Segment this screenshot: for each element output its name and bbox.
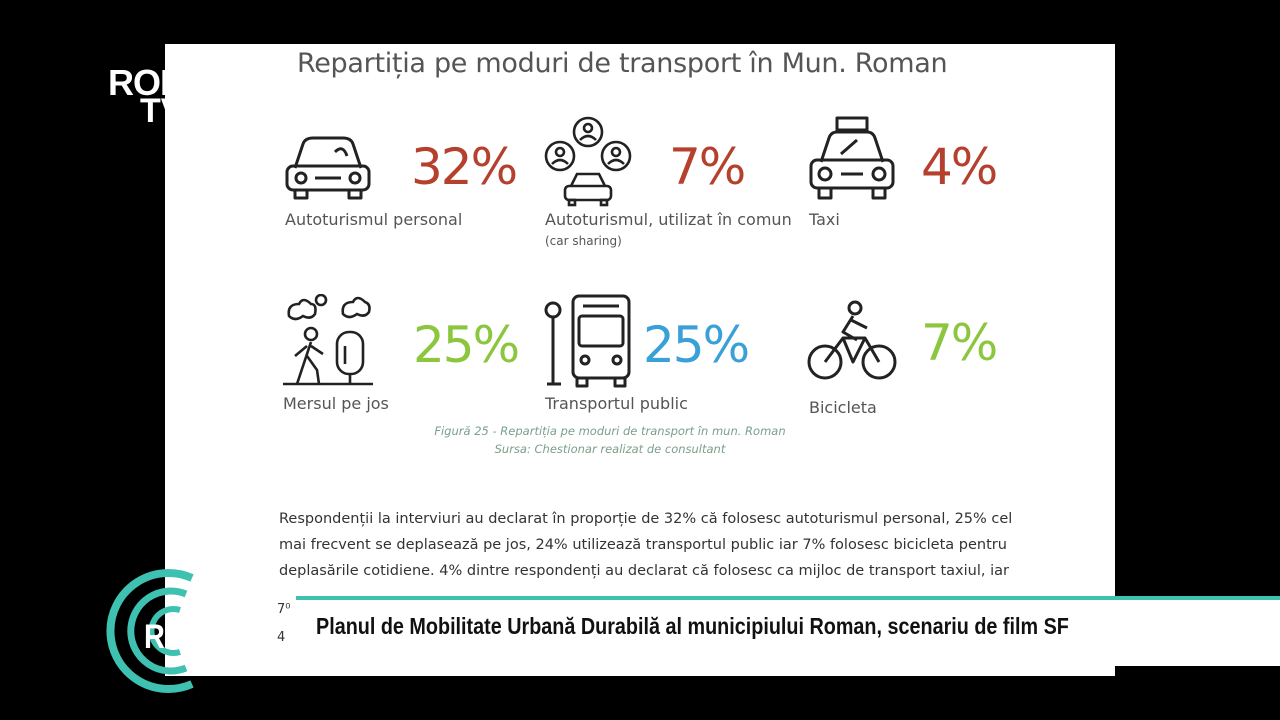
document-page: Repartiția pe moduri de transport în Mun… [165, 44, 1115, 676]
mode-label: Autoturismul personal [285, 210, 463, 229]
car-icon [283, 122, 373, 212]
mode-label: Mersul pe jos [283, 394, 389, 413]
document-title: Repartiția pe moduri de transport în Mun… [297, 48, 948, 79]
figure-source: Sursa: Chestionar realizat de consultant [494, 442, 726, 456]
bus-icon [543, 294, 633, 388]
mode-percent: 7% [921, 314, 998, 372]
paragraph-line: mai frecvent se deplasează pe jos, 24% u… [279, 537, 1007, 553]
bicycle-icon [807, 298, 897, 388]
taxi-icon [807, 114, 897, 206]
mode-percent: 32% [411, 138, 518, 196]
paragraph-line: deplasările cotidiene. 4% dintre respond… [279, 563, 1009, 579]
paragraph-fragment: 7⁰ [277, 602, 291, 617]
figure-caption: Figură 25 - Repartiția pe moduri de tran… [434, 424, 786, 438]
mode-percent: 25% [643, 316, 750, 374]
radar-tv-logo: RADAR TV [82, 566, 262, 696]
mode-label: Autoturismul, utilizat în comun [545, 210, 792, 229]
mode-percent: 4% [921, 138, 998, 196]
news-ticker-bar: Planul de Mobilitate Urbană Durabilă al … [296, 596, 1280, 666]
body-paragraph: Respondenții la interviuri au declarat î… [279, 506, 1039, 584]
walking-icon [283, 293, 373, 388]
radar-logo-tv: TV [230, 656, 248, 672]
mode-percent: 25% [413, 316, 520, 374]
ticker-headline: Planul de Mobilitate Urbană Durabilă al … [316, 613, 1069, 639]
mode-label: Bicicleta [809, 398, 877, 417]
mode-percent: 7% [669, 138, 746, 196]
radar-logo-word: RADAR [144, 618, 245, 656]
mode-label: Taxi [809, 210, 840, 229]
paragraph-line: Respondenții la interviuri au declarat î… [279, 511, 1013, 527]
mode-sublabel: (car sharing) [545, 234, 622, 248]
paragraph-fragment: 4 [277, 630, 286, 645]
mode-label: Transportul public [545, 394, 688, 413]
car-sharing-icon [543, 114, 633, 210]
radar-rings-icon [106, 569, 194, 693]
